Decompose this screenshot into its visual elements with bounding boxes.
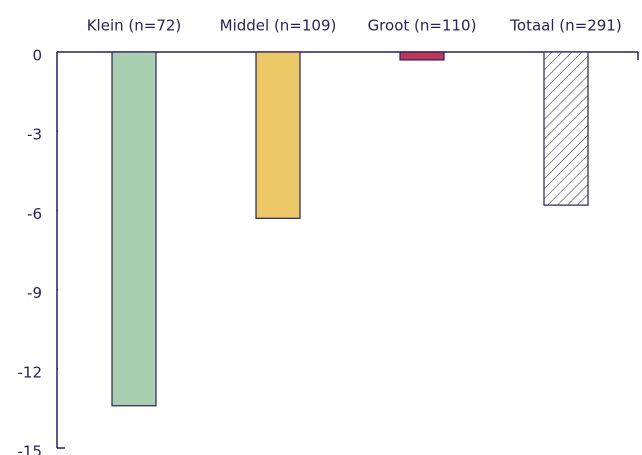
y-tick-label: -3: [27, 126, 42, 144]
y-tick-label: -12: [18, 363, 43, 381]
x-tick-label: Totaal (n=291): [509, 17, 621, 35]
x-tick-label: Klein (n=72): [87, 17, 182, 35]
y-tick-label: -15: [18, 443, 43, 455]
y-tick-label: -9: [27, 284, 42, 302]
y-tick-label: -6: [27, 205, 42, 223]
bar: [543, 51, 589, 206]
bar: [399, 51, 445, 61]
x-tick-label: Middel (n=109): [220, 17, 337, 35]
x-tick-label: Groot (n=110): [368, 17, 477, 35]
bar: [255, 51, 301, 219]
y-tick-label: 0: [32, 47, 42, 65]
bar: [111, 51, 157, 407]
